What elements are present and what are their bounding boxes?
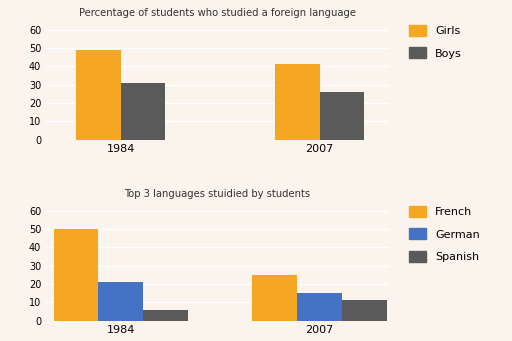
Bar: [121, 83, 165, 139]
Bar: [98, 282, 143, 321]
Legend: French, German, Spanish: French, German, Spanish: [405, 201, 484, 267]
Bar: [143, 310, 188, 321]
Bar: [342, 300, 387, 321]
Bar: [319, 92, 364, 139]
Bar: [297, 293, 342, 321]
Bar: [252, 275, 297, 321]
Bar: [54, 229, 98, 321]
Title: Percentage of students who studied a foreign language: Percentage of students who studied a for…: [79, 8, 356, 18]
Legend: Girls, Boys: Girls, Boys: [405, 20, 466, 63]
Bar: [76, 50, 121, 139]
Bar: [275, 64, 319, 139]
Title: Top 3 languages stuidied by students: Top 3 languages stuidied by students: [124, 189, 311, 199]
